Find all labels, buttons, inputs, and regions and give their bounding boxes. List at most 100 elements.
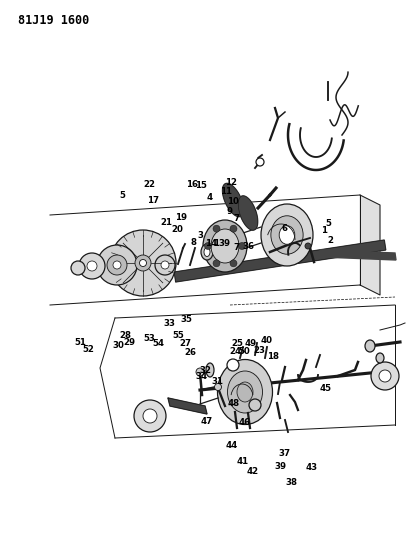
Text: 24: 24 <box>229 348 241 356</box>
Text: 34: 34 <box>195 372 208 381</box>
Text: 48: 48 <box>228 399 240 408</box>
Text: 50: 50 <box>239 348 250 356</box>
Circle shape <box>135 255 151 271</box>
Ellipse shape <box>271 216 303 254</box>
Polygon shape <box>223 183 243 216</box>
Text: 29: 29 <box>123 338 136 346</box>
Circle shape <box>239 243 245 249</box>
Ellipse shape <box>237 382 253 402</box>
Text: 35: 35 <box>180 316 192 324</box>
Text: 27: 27 <box>179 339 191 348</box>
Text: 5: 5 <box>119 191 125 199</box>
Text: 4: 4 <box>207 193 213 201</box>
Text: 49: 49 <box>245 340 257 348</box>
Text: 40: 40 <box>260 336 273 344</box>
Polygon shape <box>174 240 386 282</box>
Text: 6: 6 <box>282 224 288 232</box>
Text: 8: 8 <box>191 238 197 247</box>
Circle shape <box>305 243 311 249</box>
Text: 13: 13 <box>212 239 225 248</box>
Ellipse shape <box>203 220 247 272</box>
Circle shape <box>230 225 237 232</box>
Text: 10: 10 <box>227 197 239 206</box>
Ellipse shape <box>376 353 384 363</box>
Text: 52: 52 <box>83 345 95 353</box>
Ellipse shape <box>228 371 263 413</box>
Circle shape <box>204 243 212 249</box>
Ellipse shape <box>204 247 210 256</box>
Circle shape <box>110 230 176 296</box>
Text: 9: 9 <box>223 239 229 247</box>
Text: 1: 1 <box>321 227 326 235</box>
Circle shape <box>161 261 169 269</box>
Circle shape <box>249 399 261 411</box>
Ellipse shape <box>217 359 273 424</box>
Text: 31: 31 <box>211 377 223 386</box>
Text: 19: 19 <box>175 213 187 222</box>
Ellipse shape <box>206 363 214 377</box>
Text: 20: 20 <box>171 225 183 233</box>
Circle shape <box>371 362 399 390</box>
Circle shape <box>79 253 105 279</box>
Circle shape <box>140 260 147 266</box>
Text: 51: 51 <box>74 338 87 347</box>
Ellipse shape <box>211 229 239 263</box>
Circle shape <box>87 261 97 271</box>
Circle shape <box>143 409 157 423</box>
Circle shape <box>71 261 85 275</box>
Polygon shape <box>238 196 258 230</box>
Text: 55: 55 <box>172 332 184 340</box>
Text: 36: 36 <box>242 242 254 251</box>
Text: 28: 28 <box>119 332 131 340</box>
Text: 44: 44 <box>226 441 238 449</box>
Text: 41: 41 <box>236 457 249 465</box>
Text: 53: 53 <box>143 334 155 343</box>
Text: 33: 33 <box>163 319 175 328</box>
Circle shape <box>256 158 264 166</box>
Text: 39: 39 <box>275 462 287 471</box>
Text: 5: 5 <box>326 220 331 228</box>
Circle shape <box>230 260 237 267</box>
Text: 21: 21 <box>160 219 172 227</box>
Polygon shape <box>168 398 207 414</box>
Text: 17: 17 <box>147 196 160 205</box>
Circle shape <box>134 400 166 432</box>
Text: 81J19 1600: 81J19 1600 <box>18 14 89 27</box>
Text: 26: 26 <box>184 349 196 357</box>
Circle shape <box>196 368 204 376</box>
Ellipse shape <box>201 244 213 260</box>
Text: 37: 37 <box>279 449 291 457</box>
Circle shape <box>213 260 220 267</box>
Text: 30: 30 <box>112 341 124 350</box>
Text: 45: 45 <box>319 384 332 392</box>
Text: 3: 3 <box>198 231 204 240</box>
Circle shape <box>155 255 175 275</box>
Text: 38: 38 <box>285 478 297 487</box>
Text: 32: 32 <box>200 366 212 375</box>
Text: 43: 43 <box>305 464 317 472</box>
Circle shape <box>97 245 137 285</box>
Text: 46: 46 <box>238 418 250 427</box>
Polygon shape <box>320 250 396 260</box>
Ellipse shape <box>365 340 375 352</box>
Circle shape <box>107 255 127 275</box>
Text: 54: 54 <box>152 340 164 348</box>
Circle shape <box>379 370 391 382</box>
Text: 2: 2 <box>328 237 333 245</box>
Text: 42: 42 <box>246 467 258 476</box>
Polygon shape <box>360 195 380 295</box>
Text: 47: 47 <box>201 417 213 425</box>
Text: 18: 18 <box>267 352 280 360</box>
Text: 11: 11 <box>220 188 232 196</box>
Ellipse shape <box>261 204 313 266</box>
Circle shape <box>113 261 121 269</box>
Text: 16: 16 <box>186 181 198 189</box>
Text: 23: 23 <box>254 346 266 355</box>
Text: 7: 7 <box>233 214 239 223</box>
Text: 7: 7 <box>234 243 240 252</box>
Circle shape <box>213 225 220 232</box>
Text: 15: 15 <box>195 181 207 190</box>
Text: 22: 22 <box>143 181 155 189</box>
Circle shape <box>227 359 239 371</box>
Text: 12: 12 <box>225 178 237 187</box>
